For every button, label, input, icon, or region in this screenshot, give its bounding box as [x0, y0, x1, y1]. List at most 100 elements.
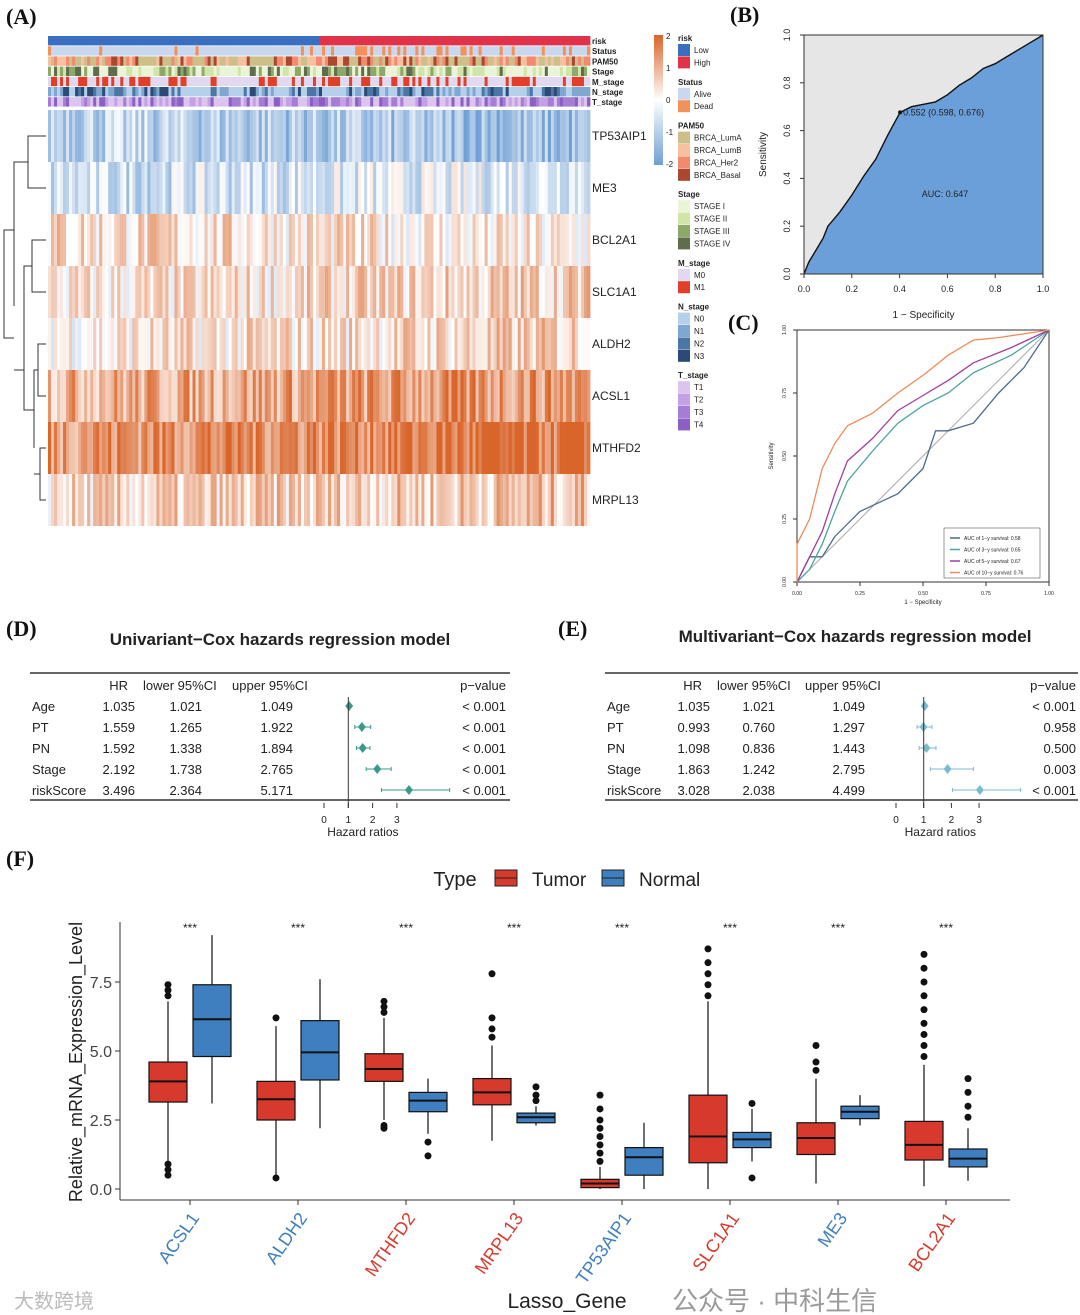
- outlier-point: [964, 1113, 972, 1121]
- outlier-point: [164, 1171, 172, 1179]
- heatmap-cell: [198, 214, 202, 266]
- heatmap-cell: [454, 266, 458, 318]
- heatmap-cell: [273, 266, 278, 318]
- annotation-cell: [87, 76, 91, 87]
- heatmap-cell: [427, 266, 431, 318]
- heatmap-cell: [162, 474, 166, 526]
- annotation-cell: [550, 66, 555, 76]
- annotation-cell: [508, 36, 513, 46]
- heatmap-cell: [586, 370, 591, 422]
- annotation-cell: [120, 66, 124, 76]
- annotation-cell: [541, 87, 546, 97]
- heatmap-cell: [364, 474, 368, 526]
- heatmap-cell: [168, 110, 172, 162]
- heatmap-cell: [150, 110, 154, 162]
- heatmap-cell: [439, 422, 443, 474]
- heatmap-cell: [328, 266, 332, 318]
- heatmap-cell: [496, 162, 501, 214]
- annotation-track-label: risk: [592, 37, 607, 46]
- heatmap-cell: [379, 370, 383, 422]
- annotation-cell: [306, 36, 311, 46]
- annotation-cell: [355, 97, 359, 107]
- x-tick-label: 2: [370, 815, 376, 826]
- annotation-cell: [364, 66, 368, 76]
- annotation-cell: [84, 56, 88, 66]
- annotation-cell: [457, 66, 461, 76]
- heatmap-cell: [81, 318, 85, 370]
- legend-label: AUC of 3−y survival: 0.65: [964, 548, 1021, 554]
- annotation-cell: [565, 66, 570, 76]
- heatmap-cell: [421, 110, 425, 162]
- heatmap-cell: [502, 214, 507, 266]
- heatmap-cell: [99, 110, 103, 162]
- heatmap-cell: [108, 474, 112, 526]
- annotation-cell: [105, 66, 109, 76]
- table-cell: 1.035: [677, 699, 710, 714]
- heatmap-cell: [571, 318, 576, 370]
- annotation-cell: [267, 97, 272, 107]
- heatmap-cell: [156, 110, 160, 162]
- annotation-cell: [237, 46, 242, 56]
- column-header: upper 95%CI: [805, 678, 881, 693]
- annotation-cell: [231, 87, 236, 97]
- heatmap-cell: [141, 162, 145, 214]
- heatmap-cell: [358, 214, 362, 266]
- annotation-cell: [538, 66, 543, 76]
- annotation-cell: [406, 87, 410, 97]
- heatmap-cell: [451, 162, 455, 214]
- heatmap-cell: [319, 422, 323, 474]
- annotation-cell: [309, 56, 314, 66]
- annotation-cell: [526, 87, 531, 97]
- heatmap-cell: [475, 214, 479, 266]
- heatmap-cell: [135, 370, 139, 422]
- annotation-cell: [168, 66, 172, 76]
- annotation-cell: [159, 56, 163, 66]
- annotation-cell: [264, 87, 269, 97]
- annotation-cell: [427, 36, 431, 46]
- heatmap-cell: [490, 162, 495, 214]
- legend-swatch: [678, 156, 690, 169]
- heatmap-cell: [478, 318, 482, 370]
- heatmap-cell: [258, 318, 263, 370]
- heatmap-cell: [325, 474, 329, 526]
- heatmap-cell: [213, 318, 218, 370]
- legend-swatch: [678, 418, 690, 431]
- y-tick-label: 1.00: [782, 325, 788, 335]
- heatmap-cell: [177, 266, 181, 318]
- outlier-point: [596, 1149, 604, 1157]
- annotation-cell: [105, 97, 109, 107]
- annotation-cell: [72, 56, 76, 66]
- annotation-cell: [559, 66, 564, 76]
- heatmap-cell: [258, 110, 263, 162]
- annotation-cell: [457, 87, 461, 97]
- annotation-cell: [547, 97, 552, 107]
- legend-swatch: [678, 44, 690, 56]
- heatmap-cell: [87, 474, 91, 526]
- heatmap-cell: [391, 266, 395, 318]
- annotation-cell: [72, 66, 76, 76]
- heatmap-cell: [355, 474, 359, 526]
- annotation-cell: [382, 76, 386, 87]
- annotation-cell: [439, 87, 443, 97]
- annotation-cell: [81, 66, 85, 76]
- annotation-cell: [129, 97, 133, 107]
- heatmap-cell: [129, 162, 133, 214]
- annotation-cell: [412, 97, 416, 107]
- annotation-cell: [270, 46, 275, 56]
- heatmap-cell: [547, 110, 552, 162]
- heatmap-cell: [553, 214, 558, 266]
- annotation-cell: [517, 66, 522, 76]
- heatmap-cell: [147, 214, 151, 266]
- annotation-cell: [171, 97, 175, 107]
- annotation-cell: [174, 36, 178, 46]
- legend-swatch: [678, 131, 690, 144]
- annotation-cell: [294, 36, 299, 46]
- heatmap-cell: [207, 214, 211, 266]
- heatmap-cell: [328, 162, 332, 214]
- heatmap-cell: [502, 110, 507, 162]
- heatmap-cell: [388, 162, 392, 214]
- annotation-cell: [472, 76, 476, 87]
- heatmap-cell: [463, 214, 467, 266]
- annotation-cell: [231, 36, 236, 46]
- heatmap-cell: [328, 214, 332, 266]
